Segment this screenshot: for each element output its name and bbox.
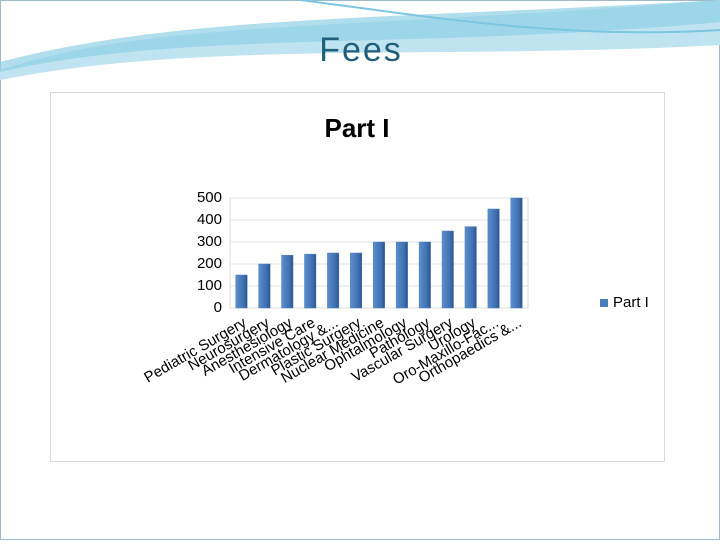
bar [373, 241, 385, 309]
legend-swatch [600, 299, 608, 307]
bar [327, 252, 340, 309]
bar [258, 263, 271, 309]
bar [464, 226, 477, 309]
bar [510, 197, 523, 309]
y-tick-label: 400 [197, 211, 222, 228]
bar [395, 241, 408, 309]
y-tick-label: 300 [197, 233, 222, 250]
bar [304, 253, 317, 309]
y-tick-label: 500 [197, 189, 222, 206]
bar [441, 230, 454, 309]
bar [281, 254, 294, 309]
y-tick-label: 0 [214, 299, 222, 316]
bar [235, 274, 248, 309]
bar [487, 208, 500, 309]
y-tick-label: 100 [197, 277, 222, 294]
slide-title: Fees [319, 31, 403, 69]
chart-title: Part I [324, 113, 389, 143]
y-tick-label: 200 [197, 255, 222, 272]
swoosh-line [299, 0, 720, 34]
legend-label: Part I [613, 294, 649, 311]
bar [418, 241, 431, 309]
bar [350, 252, 363, 309]
swoosh [0, 0, 720, 72]
